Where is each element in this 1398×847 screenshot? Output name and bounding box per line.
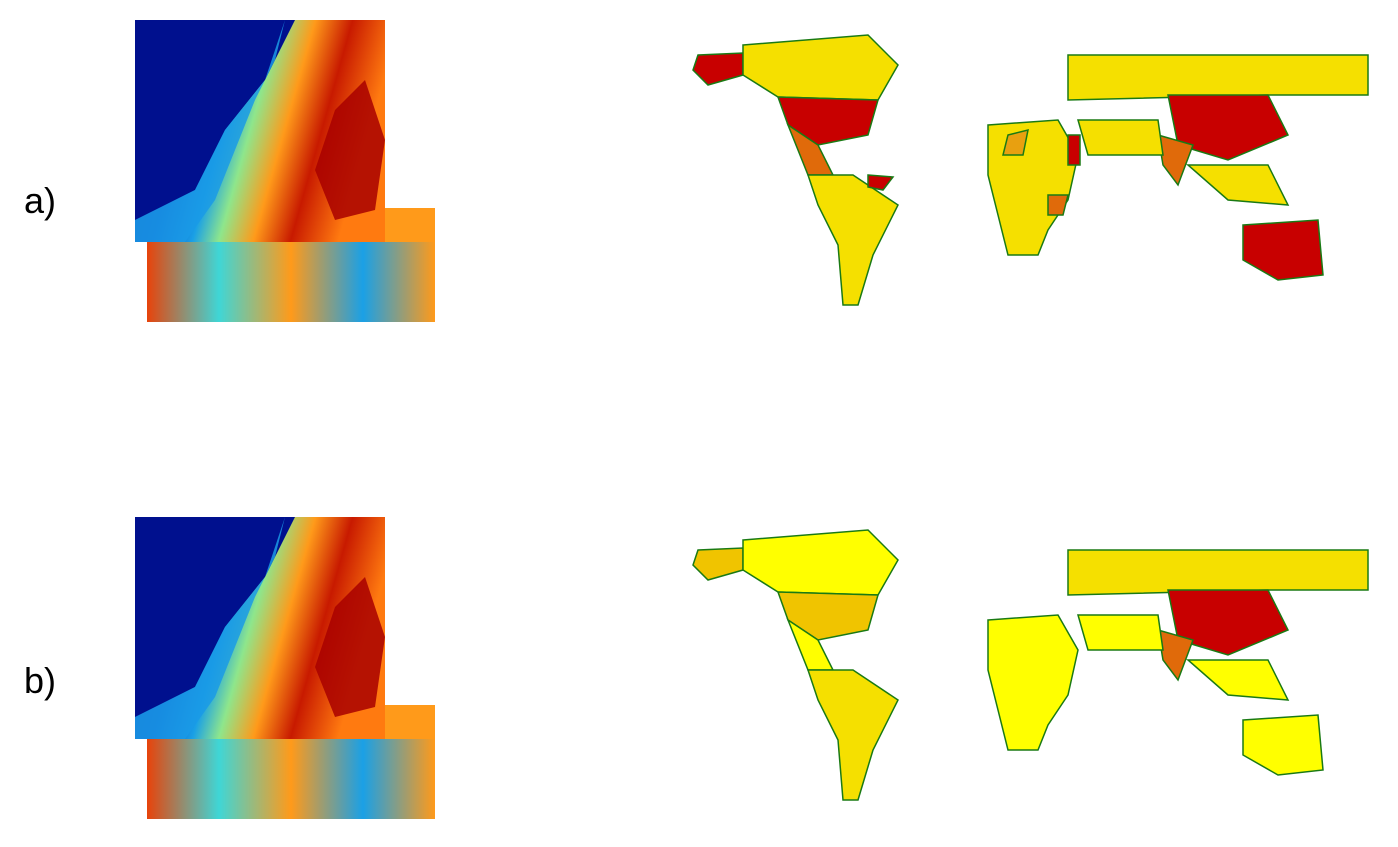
elevation-heatmap-a xyxy=(135,20,435,322)
world-choropleth-map-b xyxy=(692,529,1369,801)
world-choropleth-map-a xyxy=(692,34,1369,306)
elevation-heatmap-b xyxy=(135,517,435,819)
panel-label-b: b) xyxy=(24,660,57,701)
panel-label-a: a) xyxy=(24,180,57,221)
